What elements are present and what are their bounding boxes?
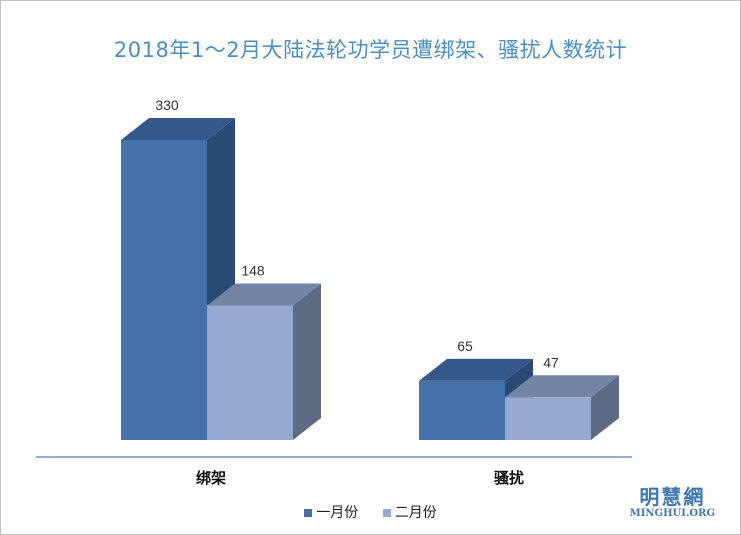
- legend: 一月份 二月份: [0, 502, 741, 522]
- logo-chinese-text: 明慧網: [639, 485, 706, 509]
- bar-1-2: [419, 380, 505, 440]
- legend-label-series-1: 一月份: [316, 505, 359, 521]
- minghui-logo: 明慧網 MINGHUI.ORG: [630, 481, 715, 519]
- category-label-1: 绑架: [196, 469, 226, 487]
- bar-side-2-1: [293, 283, 321, 440]
- data-label-2-1: 148: [241, 262, 265, 278]
- bar-top-1-2: [419, 358, 533, 381]
- category-label-2: 骚扰: [494, 469, 524, 487]
- bar-top-2-2: [505, 375, 619, 398]
- legend-swatch-series-2: [382, 509, 391, 517]
- bar-top-1-1: [121, 118, 235, 140]
- legend-swatch-series-1: [304, 509, 313, 517]
- legend-item-series-2: 二月份: [382, 502, 437, 522]
- bar-side-2-2: [591, 375, 619, 440]
- bar-1-1: [121, 140, 207, 440]
- data-label-1-2: 65: [457, 338, 473, 354]
- data-label-1-1: 330: [155, 97, 179, 113]
- bar-top-2-1: [207, 283, 321, 306]
- legend-label-series-2: 二月份: [394, 505, 437, 521]
- data-label-2-2: 47: [543, 354, 559, 370]
- bar-2-2: [505, 397, 591, 440]
- chart-title: 2018年1～2月大陆法轮功学员遭绑架、骚扰人数统计: [113, 38, 628, 62]
- logo-english-text: MINGHUI.ORG: [629, 508, 715, 519]
- bar-2-1: [207, 305, 293, 440]
- legend-item-series-1: 一月份: [304, 502, 358, 522]
